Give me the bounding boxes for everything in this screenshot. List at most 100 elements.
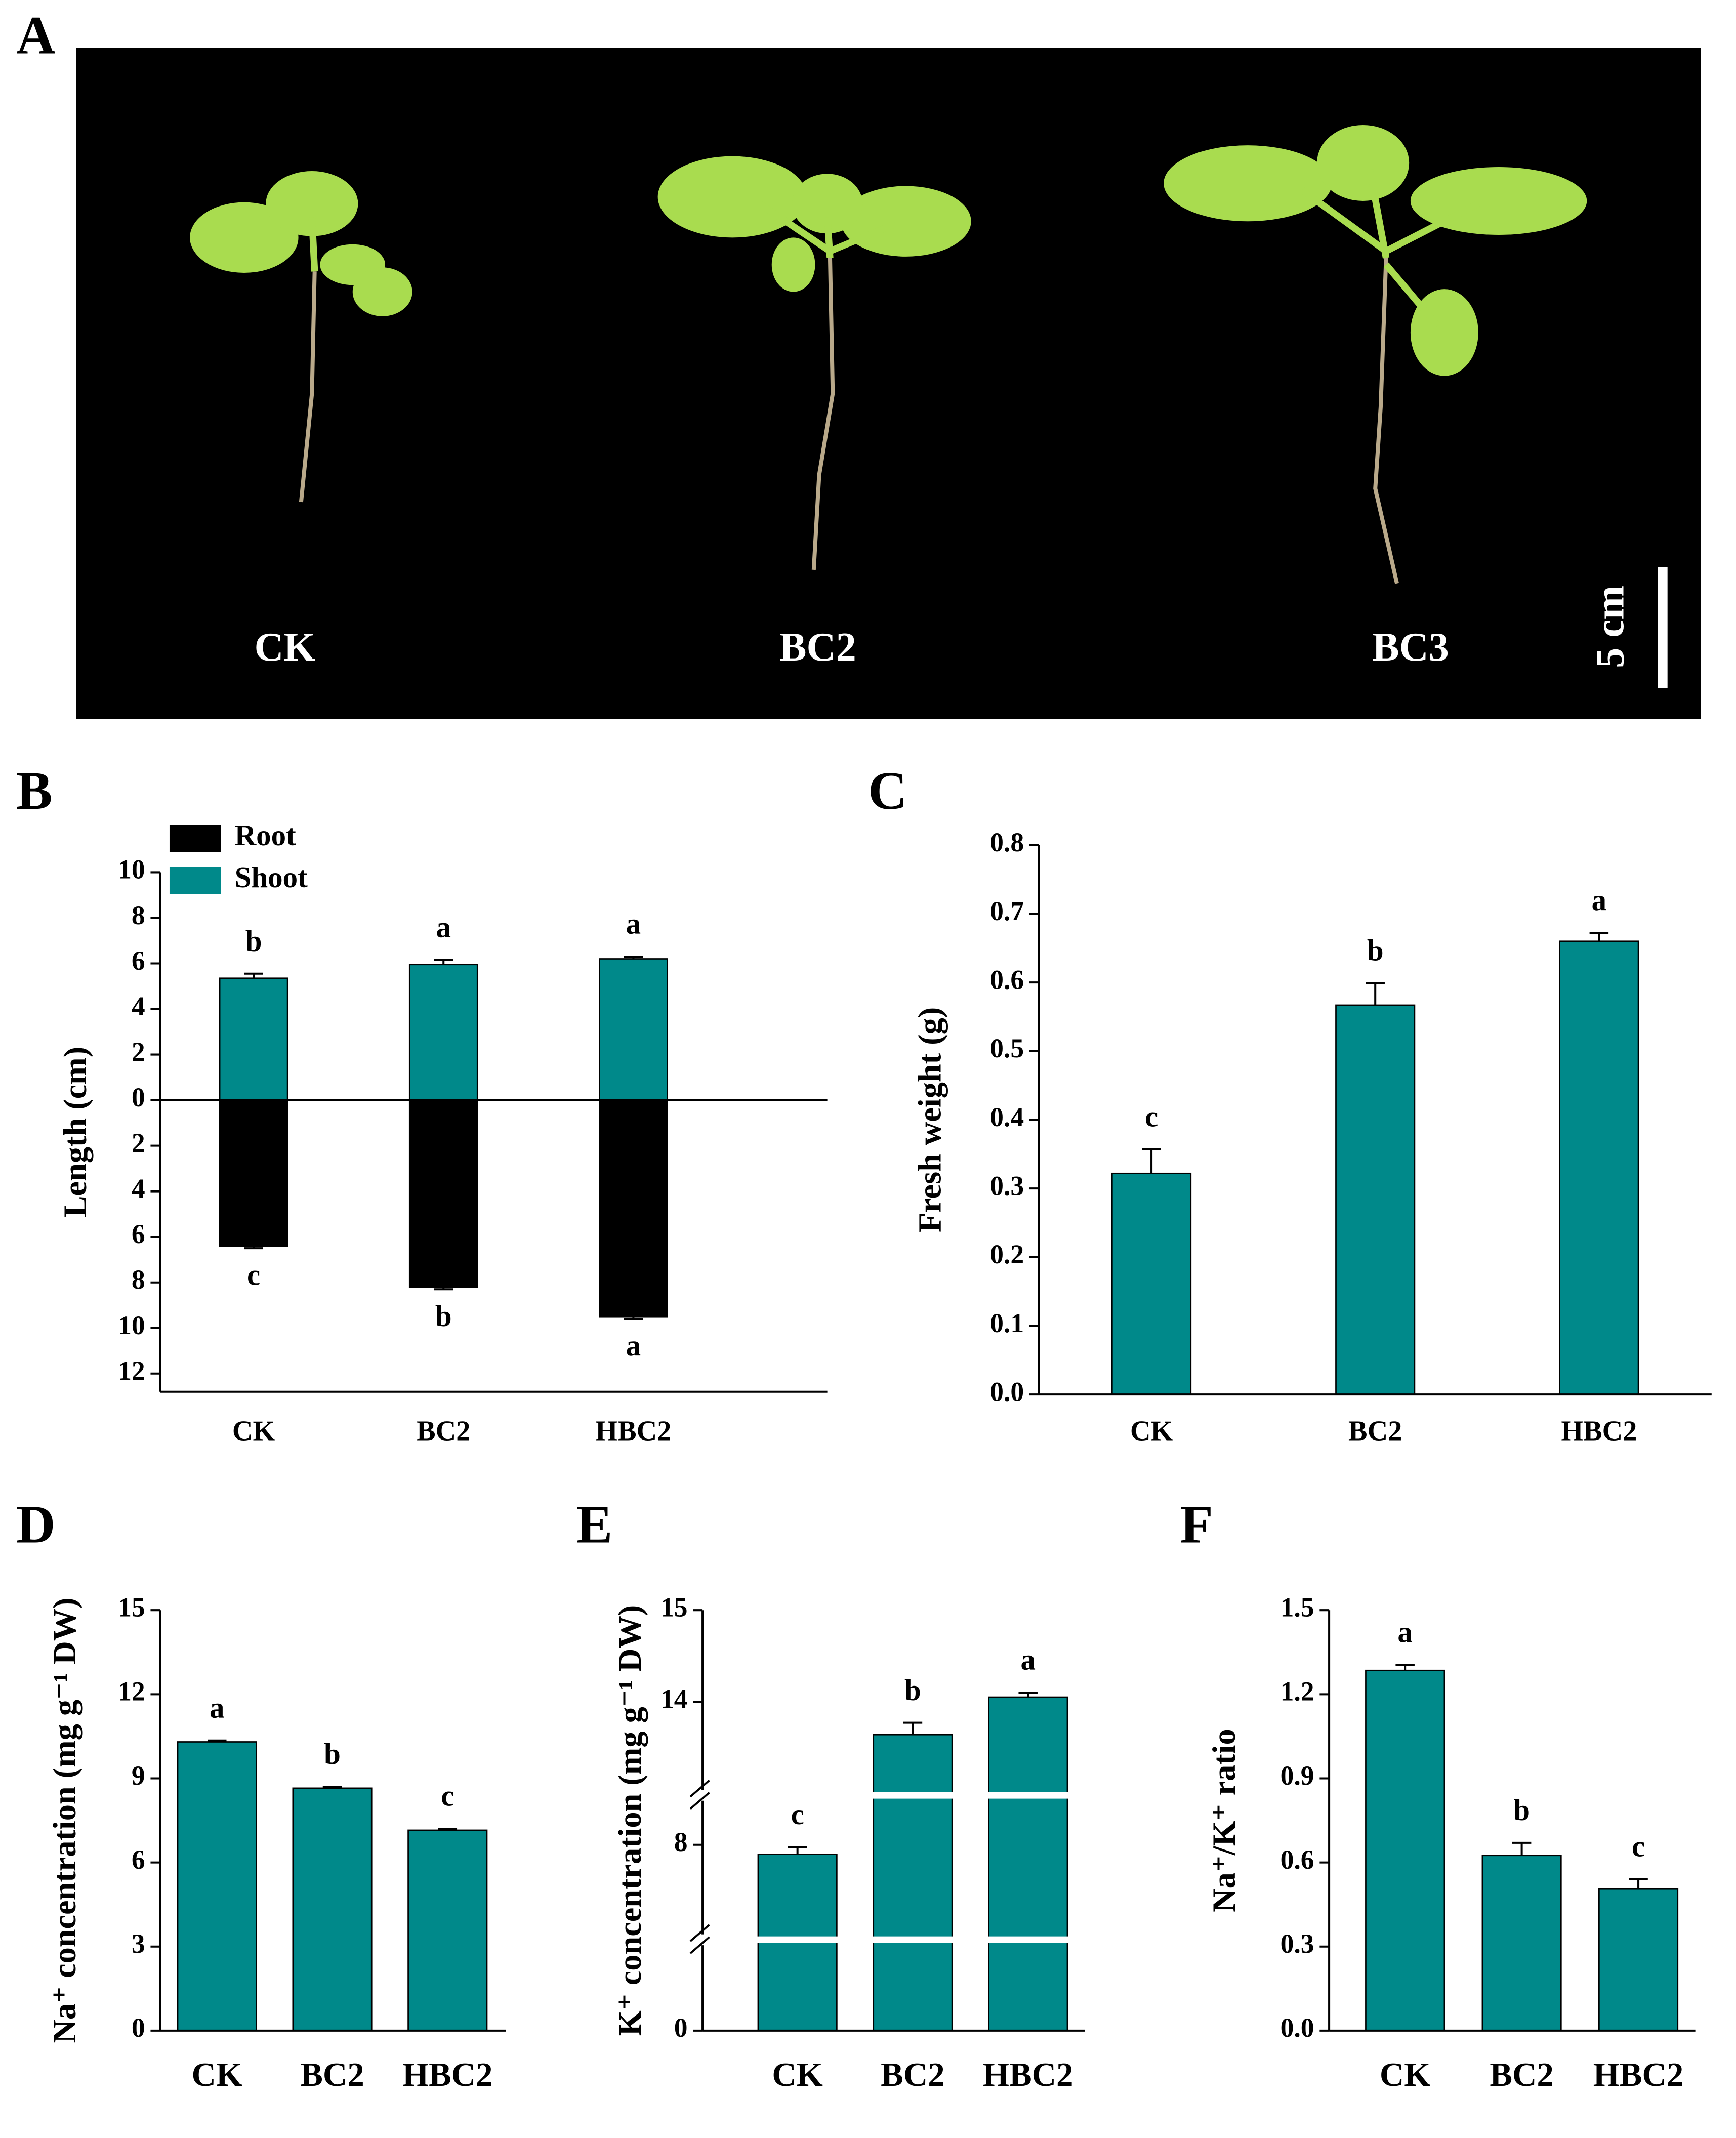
significance-letter: c — [247, 1258, 260, 1292]
x-tick-label: HBC2 — [983, 2056, 1073, 2093]
bar — [599, 958, 668, 1101]
error-bar — [1395, 1664, 1415, 1671]
x-tick-label: HBC2 — [402, 2056, 493, 2093]
error-bar — [1589, 932, 1609, 941]
significance-letter: b — [904, 1673, 921, 1706]
error-bar — [788, 1846, 807, 1855]
leaves — [190, 125, 1587, 376]
x-tick-label: CK — [772, 2056, 822, 2093]
bar — [1481, 1855, 1562, 2032]
panel-label: E — [576, 1495, 612, 1555]
scale-bar-label: 5 cm — [1587, 586, 1632, 668]
error-bar — [434, 959, 453, 965]
y-tick-label: 1.2 — [1280, 1676, 1314, 1707]
bar — [1111, 1172, 1192, 1395]
error-bar — [207, 1739, 227, 1742]
y-tick-label: 8 — [132, 900, 145, 930]
y-tick-label: 0.6 — [990, 964, 1024, 995]
significance-letter: b — [324, 1737, 341, 1771]
y-tick-label: 8 — [674, 1827, 688, 1857]
error-bar — [244, 972, 263, 978]
panel-label: F — [1180, 1495, 1213, 1555]
bar — [1335, 1004, 1416, 1395]
y-tick-label: 0.7 — [990, 896, 1024, 926]
y-tick-label: 0.0 — [990, 1376, 1024, 1407]
bar — [177, 1741, 257, 2032]
bar — [407, 1829, 488, 2032]
photo: CK BC2 BC3 5 cm — [76, 48, 1701, 719]
y-axis-label: Na⁺ concentration (mg g⁻¹ DW) — [47, 1598, 82, 2043]
significance-letter: a — [1592, 883, 1606, 917]
bar — [408, 1099, 478, 1288]
x-tick-label: BC2 — [417, 1416, 470, 1447]
y-tick-label: 1.5 — [1280, 1592, 1314, 1622]
photo-background — [76, 48, 1701, 719]
significance-letter: b — [1367, 933, 1384, 967]
significance-letter: b — [1513, 1793, 1530, 1826]
y-tick-label: 15 — [118, 1592, 145, 1622]
significance-letter: c — [441, 1779, 454, 1813]
error-bar — [624, 1317, 643, 1320]
y-tick-label: 2 — [132, 1128, 145, 1158]
y-axis-label: Length (cm) — [57, 1047, 93, 1218]
y-tick-label: 6 — [132, 1844, 145, 1875]
y-tick-label: 0.3 — [990, 1170, 1024, 1201]
significance-letter: a — [210, 1691, 224, 1724]
y-tick-label: 2 — [132, 1037, 145, 1067]
y-tick-label: 0.4 — [990, 1102, 1024, 1132]
bar — [219, 977, 288, 1101]
x-tick-label: BC2 — [881, 2056, 945, 2093]
y-tick-label: 15 — [660, 1592, 688, 1622]
photo-label: BC3 — [1372, 625, 1449, 670]
x-tick-label: BC2 — [1348, 1416, 1402, 1447]
error-bar — [624, 955, 643, 959]
axis-break-mark — [689, 1924, 710, 1954]
roots — [299, 258, 1399, 584]
y-tick-label: 0.8 — [990, 827, 1024, 857]
significance-letter: c — [1632, 1829, 1645, 1863]
x-tick-label: CK — [1380, 2056, 1430, 2093]
x-tick-label: CK — [232, 1416, 275, 1447]
y-tick-label: 0 — [132, 2012, 145, 2043]
significance-letter: a — [1397, 1615, 1412, 1649]
y-tick-label: 0 — [674, 2012, 688, 2043]
error-bar — [1142, 1148, 1161, 1174]
x-tick-label: BC2 — [1490, 2056, 1554, 2093]
photo-label: BC2 — [779, 625, 856, 670]
bar — [408, 964, 478, 1101]
y-tick-label: 0.6 — [1280, 1844, 1314, 1875]
y-tick-label: 0 — [132, 1082, 145, 1113]
y-tick-label: 10 — [118, 1310, 145, 1340]
legend-swatch — [169, 867, 221, 894]
y-axis-label: K⁺ concentration (mg g⁻¹ DW) — [612, 1605, 648, 2036]
x-tick-label: HBC2 — [1561, 1416, 1637, 1447]
significance-letter: b — [245, 924, 262, 957]
y-tick-label: 9 — [132, 1760, 145, 1791]
y-axis-label: Fresh weight (g) — [912, 1007, 947, 1232]
y-tick-label: 10 — [118, 854, 145, 885]
error-bar — [903, 1721, 923, 1735]
significance-letter: b — [435, 1299, 452, 1333]
significance-letter: c — [1145, 1099, 1158, 1133]
y-tick-label: 8 — [132, 1264, 145, 1295]
error-bar — [438, 1828, 458, 1830]
y-tick-label: 0.0 — [1280, 2012, 1314, 2043]
y-tick-label: 3 — [132, 1928, 145, 1959]
y-tick-label: 6 — [132, 1219, 145, 1249]
y-tick-label: 0.1 — [990, 1308, 1024, 1338]
error-bar — [244, 1246, 263, 1250]
bar — [1365, 1669, 1445, 2032]
error-bar — [1366, 982, 1385, 1005]
bar — [988, 1696, 1068, 2032]
x-tick-label: HBC2 — [1593, 2056, 1684, 2093]
panel-label: D — [16, 1495, 55, 1555]
stems — [308, 169, 1480, 328]
legend-label: Root — [235, 818, 297, 852]
legend-swatch — [169, 825, 221, 852]
significance-letter: c — [791, 1797, 804, 1831]
x-tick-label: BC2 — [300, 2056, 364, 2093]
y-tick-label: 6 — [132, 945, 145, 976]
error-bar — [1512, 1841, 1532, 1856]
